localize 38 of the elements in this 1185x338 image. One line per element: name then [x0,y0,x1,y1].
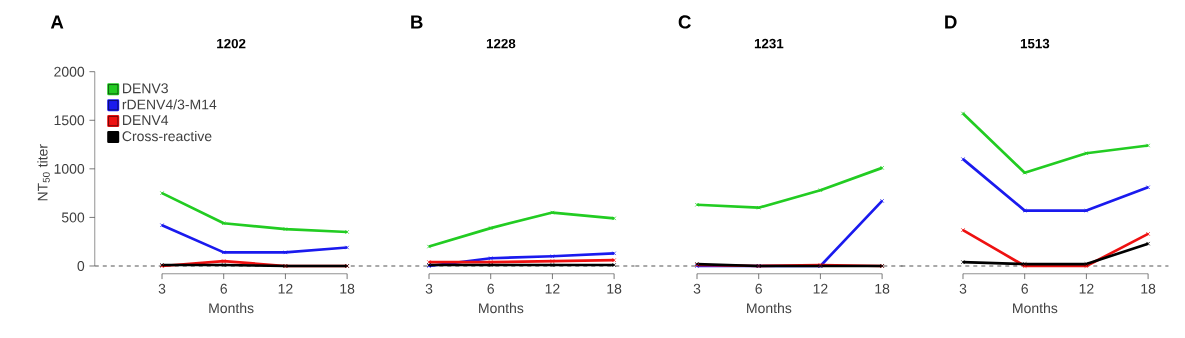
x-axis-title: Months [1013,302,1058,314]
x-tick-label: 18 [1141,283,1156,294]
legend-label: DENV3 [123,83,168,94]
x-axis-title: Months [479,302,524,314]
text: A [50,15,64,29]
chart-title: 1202 [217,38,246,49]
x-tick-label: 18 [607,283,622,294]
x-tick-label: 18 [875,283,890,294]
legend-label: DENV4 [123,115,169,125]
chart-title: 1228 [486,38,516,49]
chart-title: 1513 [1020,38,1050,49]
text: B [411,15,423,29]
x-tick-label: 12 [278,283,293,294]
y-axis-title: NT$_{50}$ titer [37,144,50,201]
y-tick-label: 2000 [54,66,85,77]
y-tick-label: 1500 [54,115,85,126]
text: C [678,15,691,29]
x-tick-label: 3 [959,283,967,294]
legend-label: Cross-reactive [122,130,212,142]
x-tick-label: 18 [340,283,355,294]
chart-title: 1231 [754,38,784,49]
y-tick-label: 1000 [54,163,85,174]
x-axis-title: Months [209,302,254,314]
legend-label: rDENV4/3-M14 [122,99,217,110]
x-tick-label: 12 [1079,283,1094,294]
x-tick-label: 12 [813,283,828,294]
x-tick-label: 3 [693,283,701,294]
x-tick-label: 6 [487,283,494,294]
x-tick-label: 3 [158,283,166,294]
text: D [945,15,957,29]
x-tick-label: 6 [220,283,227,294]
x-tick-label: 3 [425,283,433,294]
x-axis-title: Months [747,302,792,314]
y-tick-label: 500 [61,212,85,223]
x-tick-label: 12 [545,283,560,294]
x-tick-label: 6 [1021,283,1028,294]
y-tick-label: 0 [77,261,85,271]
x-tick-label: 6 [755,283,762,294]
